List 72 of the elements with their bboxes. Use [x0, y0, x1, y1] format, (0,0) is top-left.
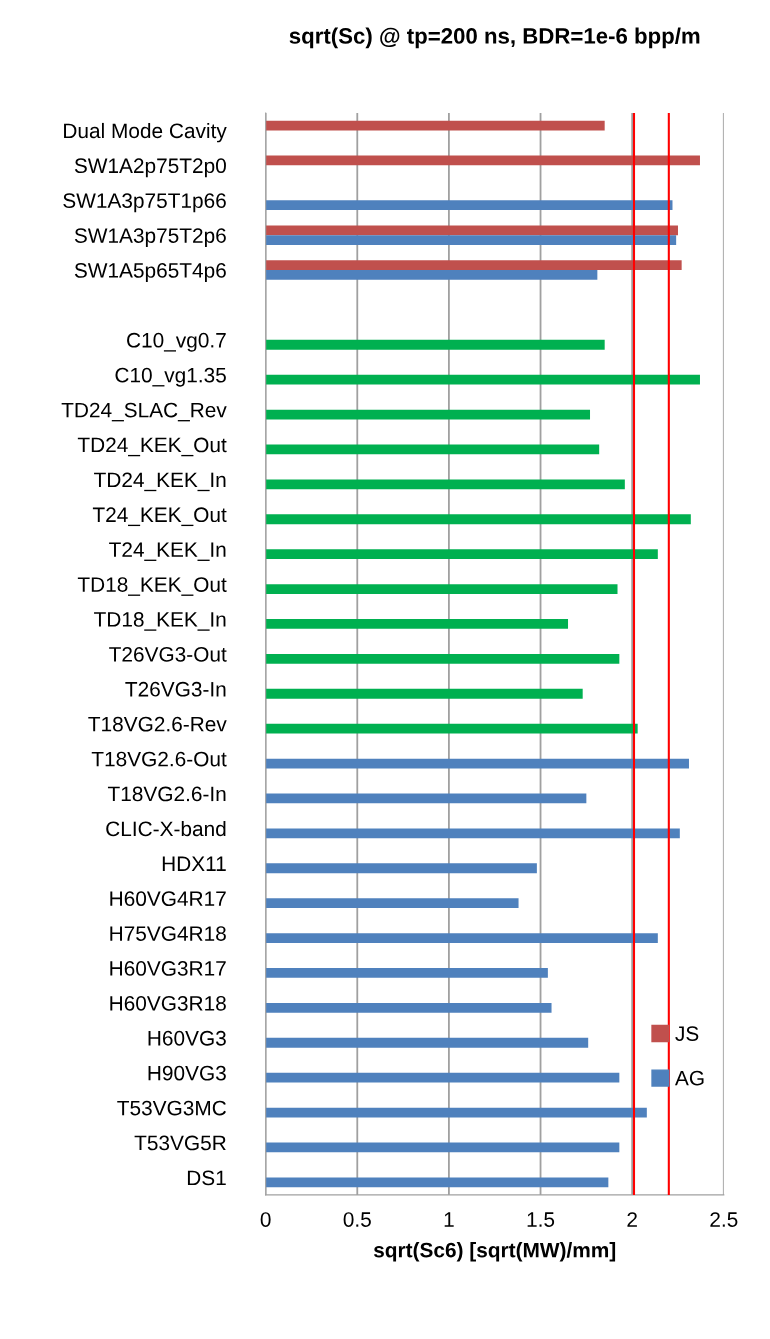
- bar: [265, 933, 658, 943]
- y-tick-label: T24_KEK_Out: [92, 507, 227, 527]
- bar: [265, 898, 519, 909]
- bar: [265, 758, 689, 769]
- y-tick-label: H60VG3R17: [110, 961, 226, 976]
- bar: [265, 549, 658, 560]
- y-tick-label: SW1A5p65T4p6: [74, 263, 226, 282]
- bar: [265, 120, 605, 131]
- legend-label: JS: [675, 1026, 699, 1041]
- y-tick-label: T26VG3-Out: [109, 646, 227, 662]
- bar: [265, 1002, 552, 1013]
- bar: [265, 155, 700, 166]
- bar: [265, 968, 548, 978]
- bar: [265, 260, 682, 271]
- x-axis-title: sqrt(Sc6) [sqrt(MW)/mm]: [373, 1242, 616, 1262]
- bar: [265, 1037, 589, 1048]
- bar: [265, 653, 620, 664]
- y-tick-label: TD24_SLAC_Rev: [61, 402, 227, 422]
- x-tick-label: 2: [627, 1212, 637, 1227]
- x-tick-label: 1.5: [527, 1212, 555, 1227]
- y-tick-label: SW1A3p75T2p6: [74, 228, 226, 248]
- y-tick-label: HDX11: [162, 856, 226, 871]
- bar: [265, 374, 700, 385]
- x-tick-label: 1: [444, 1212, 454, 1227]
- y-tick-label: T18VG2.6-In: [107, 786, 226, 802]
- y-tick-label: T53VG5R: [134, 1135, 226, 1151]
- y-tick-label: TD24_KEK_In: [94, 472, 226, 492]
- y-tick-label: T18VG2.6-Out: [91, 751, 227, 767]
- bar: [265, 225, 678, 236]
- y-tick-label: H90VG3: [148, 1065, 226, 1081]
- bar: [265, 863, 537, 874]
- y-tick-label: SW1A3p75T1p66: [63, 193, 226, 213]
- bar: [265, 688, 583, 699]
- x-tick-label: 0: [260, 1212, 271, 1227]
- bar: [265, 723, 638, 734]
- bar: [265, 619, 569, 629]
- bar: [265, 828, 680, 839]
- x-tick-label: 2.5: [710, 1212, 738, 1227]
- bar: [265, 1177, 609, 1188]
- legend-label: AG: [674, 1070, 704, 1086]
- y-tick-label: H60VG3: [148, 1030, 226, 1046]
- y-tick-label: H60VG3R18: [110, 995, 226, 1011]
- y-tick-label: T53VG3MC: [117, 1100, 226, 1116]
- bar: [265, 444, 600, 455]
- bar: [265, 1107, 647, 1118]
- bar: [265, 1142, 620, 1153]
- bar: [265, 270, 598, 280]
- y-tick-label: TD24_KEK_Out: [77, 437, 227, 457]
- y-tick-label: CLIC-X-band: [106, 820, 226, 837]
- bar: [265, 235, 677, 245]
- y-tick-label: C10_vg1.35: [115, 367, 226, 387]
- y-tick-label: TD18_KEK_In: [94, 612, 226, 631]
- y-tick-label: H75VG4R18: [110, 926, 226, 941]
- bar: [265, 793, 587, 804]
- y-tick-label: H60VG4R17: [110, 891, 226, 907]
- bar: [265, 1072, 620, 1083]
- bar: [265, 514, 691, 525]
- y-tick-label: C10_vg0.7: [127, 332, 226, 352]
- y-tick-label: T18VG2.6-Rev: [88, 716, 227, 732]
- y-tick-label: DS1: [187, 1170, 226, 1186]
- bar: [265, 409, 591, 420]
- bar: [265, 584, 618, 594]
- y-tick-label: T24_KEK_In: [109, 542, 226, 561]
- chart-title: sqrt(Sc) @ tp=200 ns, BDR=1e-6 bpp/m: [289, 27, 700, 49]
- bar: [265, 200, 673, 211]
- y-tick-label: TD18_KEK_Out: [77, 577, 227, 596]
- bar: [265, 479, 625, 490]
- bar: [265, 339, 605, 350]
- y-tick-label: T26VG3-In: [125, 681, 226, 697]
- x-tick-label: 0.5: [343, 1212, 371, 1227]
- y-tick-label: SW1A2p75T2p0: [74, 158, 226, 178]
- y-tick-label: Dual Mode Cavity: [64, 122, 227, 143]
